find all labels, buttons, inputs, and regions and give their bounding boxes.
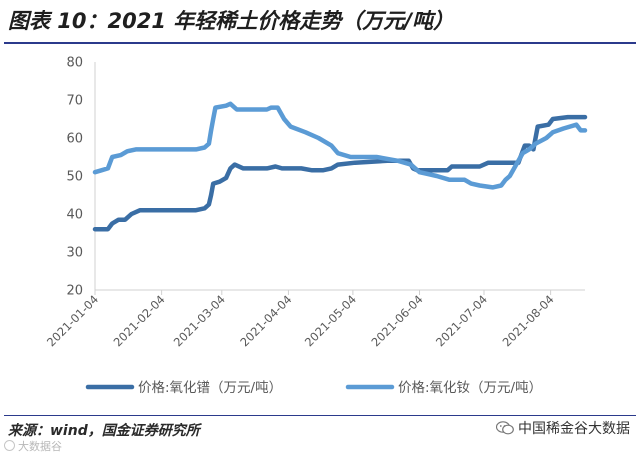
source-note: 来源：wind，国金证券研究所 <box>8 423 200 439</box>
legend-label-0: 价格:氧化镨（万元/吨） <box>138 380 282 396</box>
x-tick-label: 2021-08-04 <box>500 292 557 349</box>
title-rule <box>4 42 636 44</box>
y-tick-label: 60 <box>66 132 83 147</box>
x-axis: 2021-01-04 2021-02-04 2021-03-04 2021-04-04… <box>44 289 585 349</box>
watermark-text: 中国稀金谷大数据 <box>518 421 630 437</box>
x-tick-label: 2021-06-04 <box>368 292 425 349</box>
x-tick-label: 2021-01-04 <box>44 292 101 349</box>
series-line-1 <box>92 101 588 190</box>
x-tick-label: 2021-03-04 <box>171 292 228 349</box>
source-rule <box>4 415 636 416</box>
y-axis: 20 30 40 50 60 70 80 <box>66 56 96 299</box>
x-tick-label: 2021-02-04 <box>111 292 168 349</box>
corner-watermark-text: 大数据谷 <box>18 440 62 453</box>
y-tick-label: 50 <box>66 170 83 185</box>
y-tick-label: 40 <box>66 208 83 223</box>
y-tick-label: 20 <box>66 284 83 299</box>
series-group <box>92 101 588 232</box>
y-tick-label: 70 <box>66 94 83 109</box>
x-tick-label: 2021-07-04 <box>433 292 490 349</box>
legend-label-1: 价格:氧化钕（万元/吨） <box>398 380 542 396</box>
wechat-icon <box>496 421 514 435</box>
watermark-badge: 中国稀金谷大数据 <box>496 419 630 439</box>
x-tick-label: 2021-05-04 <box>302 292 359 349</box>
y-tick-label: 80 <box>66 56 83 71</box>
watermark-logo-icon <box>4 440 15 451</box>
chart-title: 图表 10：2021 年轻稀土价格走势（万元/吨） <box>8 9 454 33</box>
legend: 价格:氧化镨（万元/吨） 价格:氧化钕（万元/吨） <box>85 380 542 396</box>
x-tick-label: 2021-04-04 <box>237 292 294 349</box>
y-tick-label: 30 <box>66 246 83 261</box>
corner-watermark: 大数据谷 <box>4 440 62 454</box>
